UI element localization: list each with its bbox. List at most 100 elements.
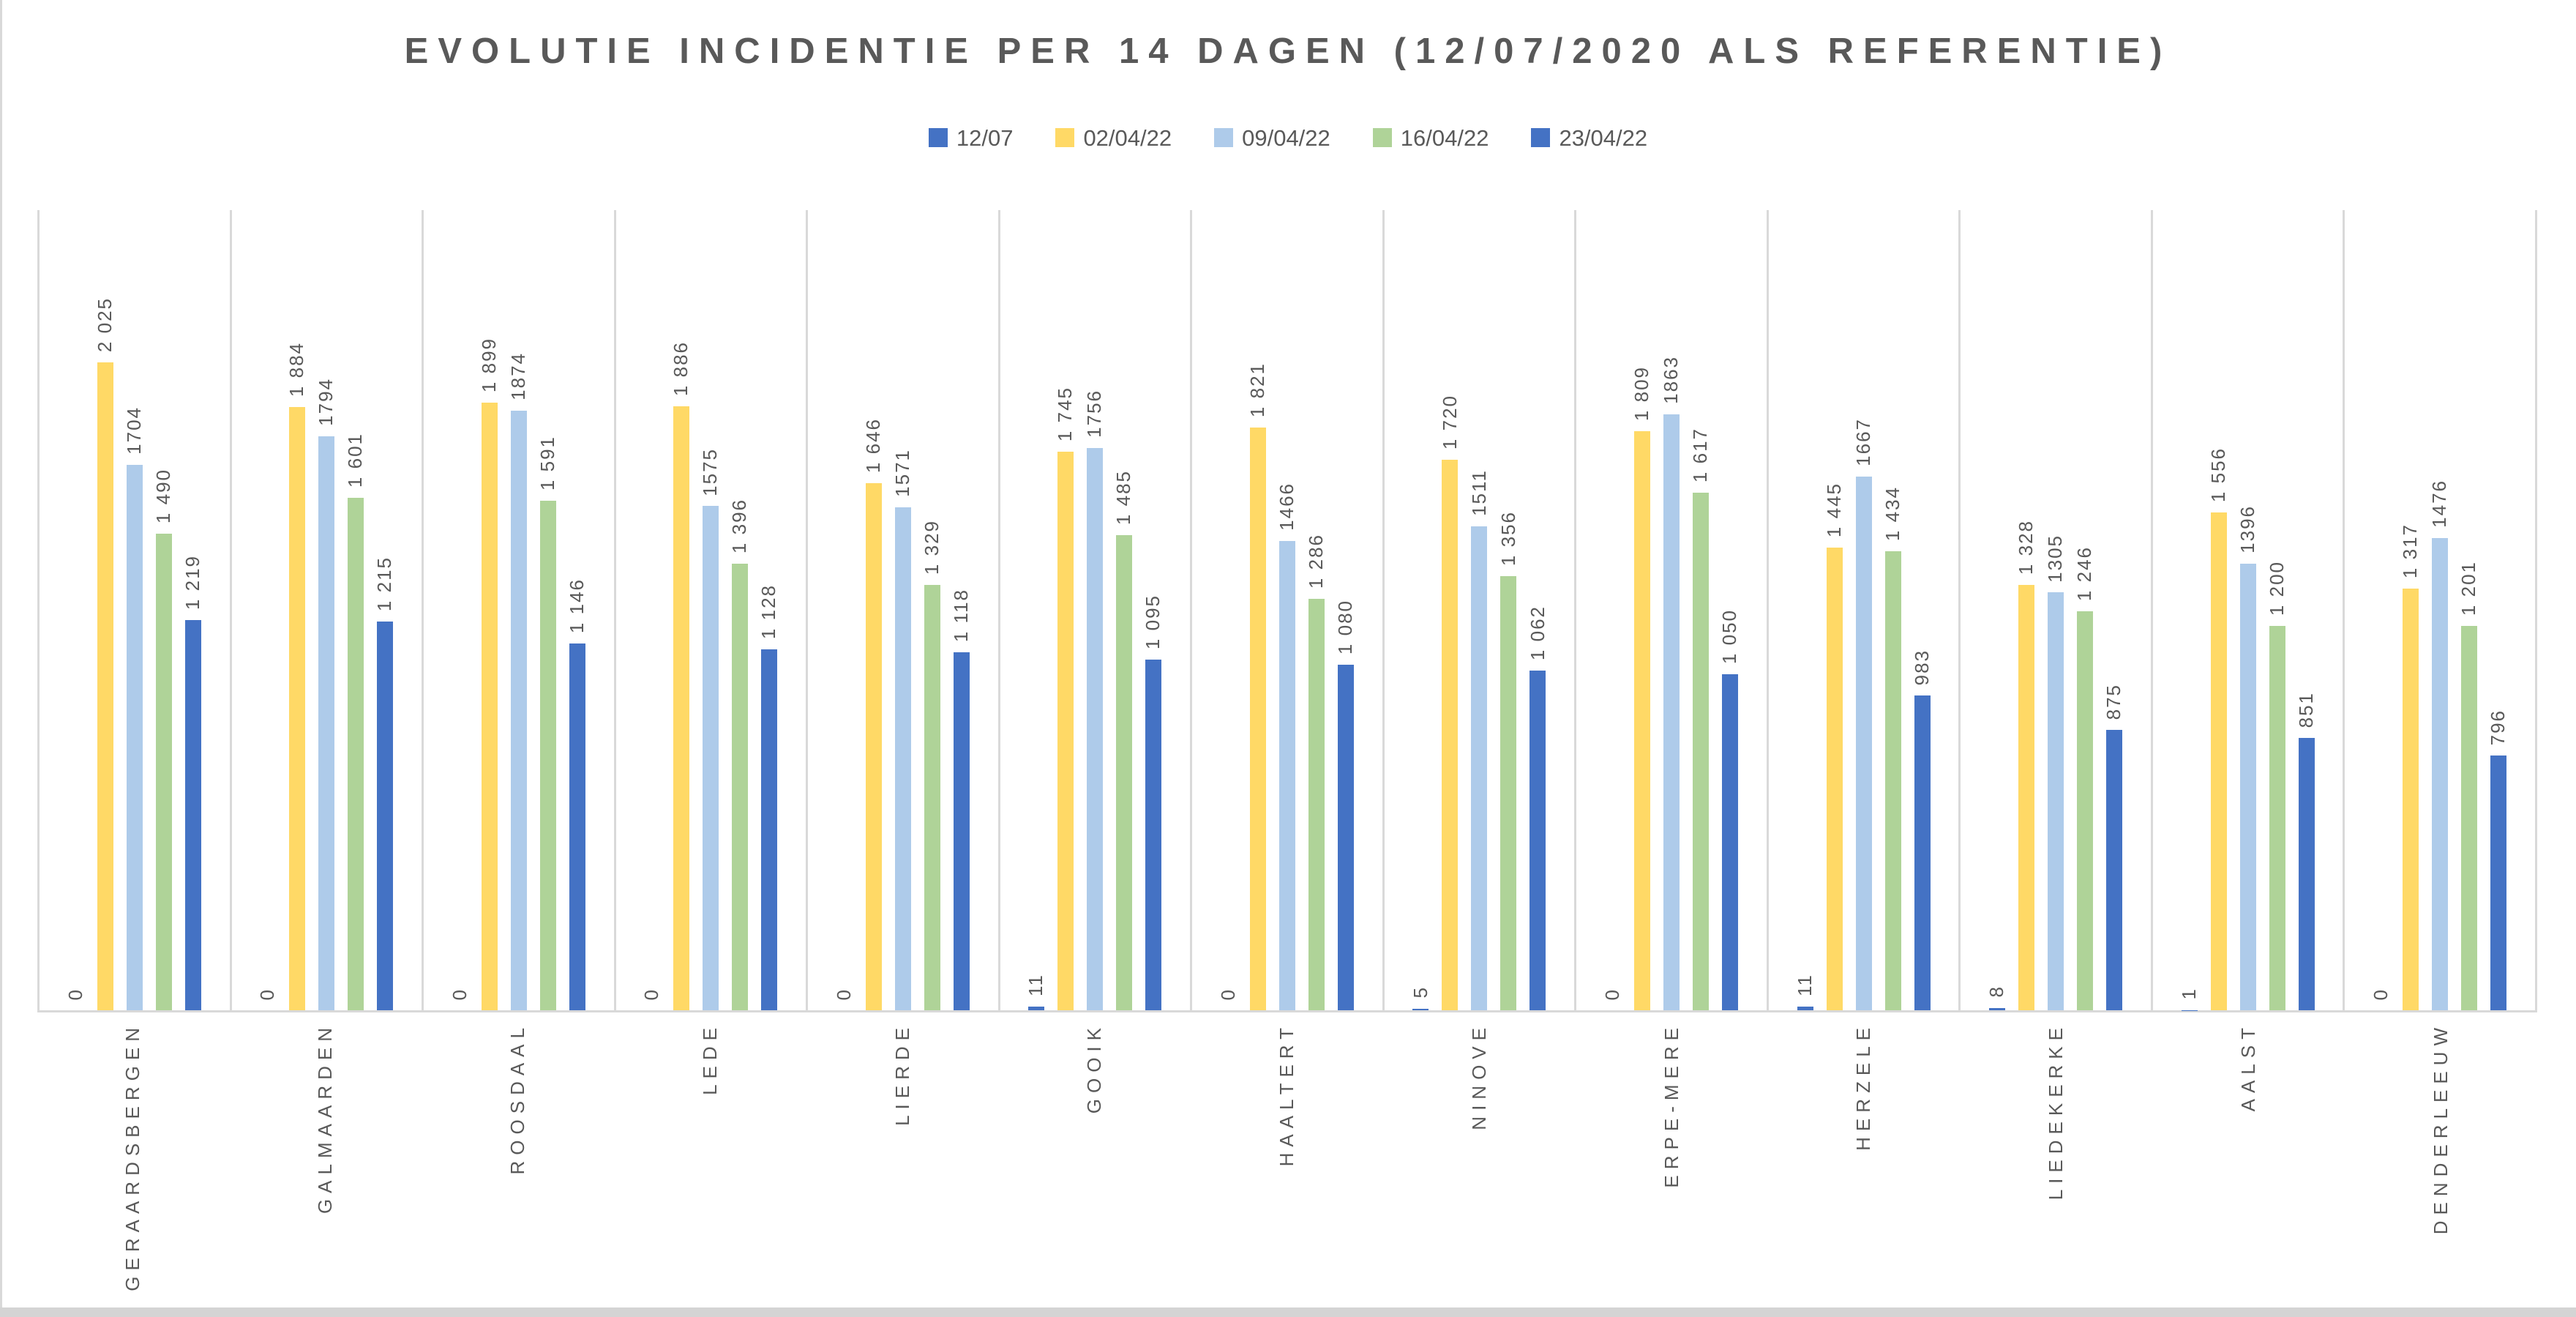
bar-02-04-22 <box>481 402 498 1010</box>
bar-02-04-22 <box>1057 452 1074 1010</box>
legend-swatch-icon <box>1055 128 1075 147</box>
bar-value-label: 1 646 <box>861 418 884 474</box>
bar-slot-12-07: 8 <box>1985 210 2007 1010</box>
bar-value-label: 1704 <box>122 406 145 455</box>
bar-16-04-22 <box>732 563 749 1010</box>
bar-slot-23-04-22: 1 118 <box>950 210 972 1010</box>
bar-09-04-22 <box>703 506 719 1010</box>
bar-09-04-22 <box>2432 537 2449 1010</box>
bar-slot-09-04-22: 1874 <box>507 210 529 1010</box>
bar-slot-16-04-22: 1 246 <box>2073 210 2095 1010</box>
bar-value-label: 1 146 <box>565 578 588 633</box>
bar-slot-23-04-22: 1 095 <box>1142 210 1164 1010</box>
bar-value-label: 0 <box>1217 988 1240 1000</box>
bar-09-04-22 <box>318 436 335 1010</box>
bar-slot-12-07: 11 <box>1794 210 1816 1010</box>
category-cell: NINOVE <box>1383 1022 1576 1300</box>
bar-value-label: 1 329 <box>920 519 943 575</box>
bar-slot-09-04-22: 1396 <box>2236 210 2258 1010</box>
bar-value-label: 1 556 <box>2206 447 2229 502</box>
bar-slot-09-04-22: 1476 <box>2428 210 2450 1010</box>
bar-23-04-22 <box>2490 755 2507 1010</box>
category-label: GERAARDSBERGEN <box>121 1022 144 1291</box>
bar-cluster: 11 1 445 1667 1 434 983 <box>1769 210 1959 1010</box>
category-cell: LIERDE <box>806 1022 999 1300</box>
bar-slot-16-04-22: 1 601 <box>344 210 367 1010</box>
category-label: LIERDE <box>891 1022 913 1126</box>
bar-cluster: 0 1 886 1575 1 396 1 128 <box>616 210 806 1010</box>
bar-slot-09-04-22: 1863 <box>1660 210 1682 1010</box>
bar-09-04-22 <box>1087 448 1104 1010</box>
bar-value-label: 0 <box>256 988 279 1000</box>
bar-value-label: 2 025 <box>93 296 116 352</box>
bar-slot-09-04-22: 1305 <box>2044 210 2066 1010</box>
legend-item-23-04-22: 23/04/22 <box>1531 127 1647 149</box>
bar-slot-23-04-22: 1 215 <box>373 210 396 1010</box>
bar-02-04-22 <box>1442 460 1459 1010</box>
bar-23-04-22 <box>953 652 970 1010</box>
category-cell: GALMAARDEN <box>230 1022 422 1300</box>
bar-value-label: 1 219 <box>181 554 203 611</box>
bar-02-04-22 <box>97 362 113 1010</box>
bar-value-label: 1 128 <box>757 583 780 639</box>
legend-item-16-04-22: 16/04/22 <box>1372 127 1489 149</box>
bar-16-04-22 <box>1693 493 1710 1010</box>
bar-value-label: 1 062 <box>1526 605 1549 660</box>
bar-value-label: 1 080 <box>1334 599 1357 654</box>
bar-slot-09-04-22: 1667 <box>1852 210 1874 1010</box>
category-group-liedekerke: 8 1 328 1305 1 246 875 <box>1958 210 2151 1010</box>
bar-value-label: 1 601 <box>344 432 367 488</box>
category-group-galmaarden: 0 1 884 1794 1 601 1 215 <box>229 210 422 1010</box>
bar-02-04-22 <box>1249 427 1266 1010</box>
bar-23-04-22 <box>184 620 201 1010</box>
bar-cluster: 8 1 328 1305 1 246 875 <box>1961 210 2151 1010</box>
bar-12-07 <box>1797 1007 1813 1010</box>
bar-09-04-22 <box>1663 414 1680 1010</box>
bar-02-04-22 <box>673 406 690 1010</box>
bar-slot-02-04-22: 1 899 <box>478 210 500 1010</box>
bar-value-label: 1 591 <box>536 436 558 491</box>
bar-cluster: 0 1 821 1466 1 286 1 080 <box>1192 210 1382 1010</box>
bar-23-04-22 <box>2298 737 2315 1010</box>
bar-cluster: 5 1 720 1511 1 356 1 062 <box>1385 210 1575 1010</box>
bar-value-label: 0 <box>640 988 663 1000</box>
chart-title: EVOLUTIE INCIDENTIE PER 14 DAGEN (12/07/… <box>404 31 2172 71</box>
bar-09-04-22 <box>2239 563 2256 1010</box>
bar-value-label: 1 215 <box>373 556 396 611</box>
bar-slot-02-04-22: 1 821 <box>1246 210 1268 1010</box>
bar-value-label: 1 886 <box>670 341 692 397</box>
bar-02-04-22 <box>1826 548 1843 1010</box>
bar-slot-16-04-22: 1 356 <box>1497 210 1519 1010</box>
category-cell: DENDERLEEUW <box>2345 1022 2537 1300</box>
category-cell: HERZELE <box>1768 1022 1961 1300</box>
category-label: AALST <box>2236 1022 2259 1112</box>
bar-16-04-22 <box>924 584 940 1010</box>
bar-16-04-22 <box>2077 611 2094 1010</box>
bar-slot-02-04-22: 1 745 <box>1054 210 1076 1010</box>
bar-cluster: 0 1 899 1874 1 591 1 146 <box>424 210 614 1010</box>
bar-slot-16-04-22: 1 286 <box>1305 210 1327 1010</box>
bar-value-label: 1 809 <box>1630 366 1653 422</box>
bar-slot-12-07: 0 <box>1217 210 1240 1010</box>
bar-09-04-22 <box>1855 477 1872 1010</box>
bar-16-04-22 <box>1884 551 1901 1010</box>
bar-value-label: 1 050 <box>1718 608 1741 664</box>
bar-slot-02-04-22: 1 646 <box>861 210 884 1010</box>
bar-slot-23-04-22: 1 219 <box>181 210 203 1010</box>
category-label: HERZELE <box>1852 1022 1875 1151</box>
bar-02-04-22 <box>865 483 882 1010</box>
bar-value-label: 1 356 <box>1497 511 1519 567</box>
legend-label: 12/07 <box>956 124 1014 151</box>
bar-slot-16-04-22: 1 617 <box>1689 210 1711 1010</box>
category-cell: LIEDEKERKE <box>1961 1022 2153 1300</box>
bar-value-label: 875 <box>2103 684 2125 720</box>
category-label: GALMAARDEN <box>314 1022 337 1215</box>
bar-value-label: 1 720 <box>1438 394 1461 450</box>
bar-12-07 <box>1028 1007 1045 1010</box>
legend-label: 02/04/22 <box>1083 124 1172 151</box>
bar-02-04-22 <box>289 407 306 1010</box>
bar-slot-16-04-22: 1 396 <box>728 210 750 1010</box>
bar-slot-09-04-22: 1511 <box>1468 210 1490 1010</box>
bar-slot-12-07: 1 <box>2178 210 2200 1010</box>
